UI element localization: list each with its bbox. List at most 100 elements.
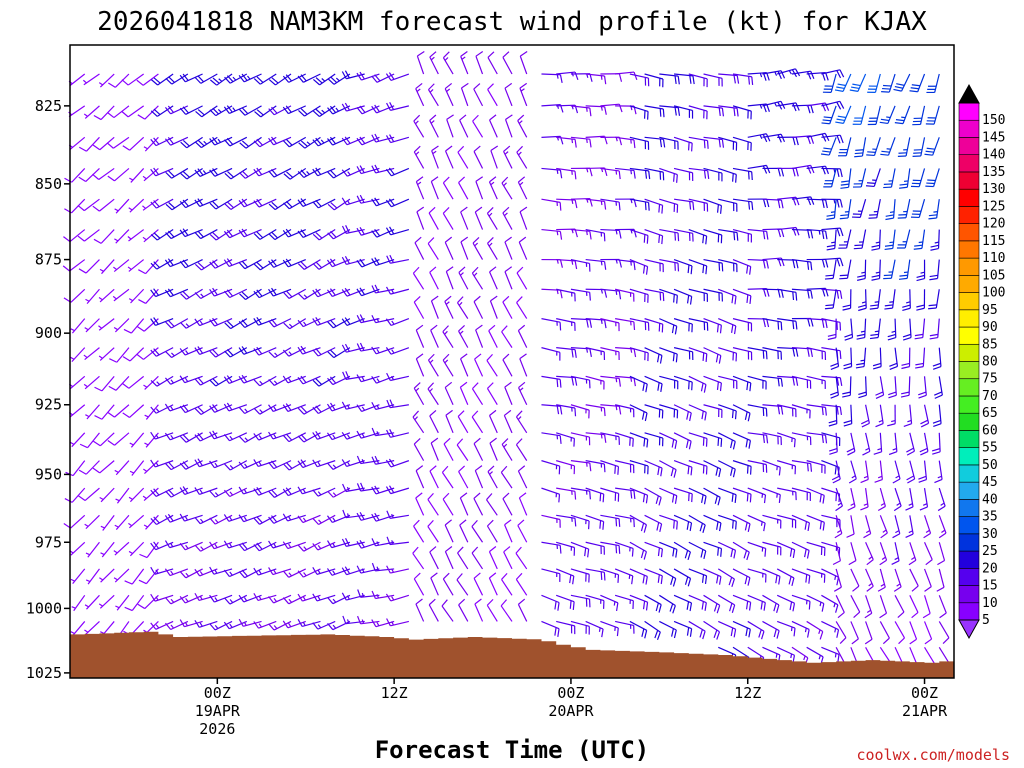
wind-barb (385, 286, 410, 295)
wind-barb (718, 541, 737, 559)
colorbar-label: 75 (982, 372, 998, 387)
wind-barb (762, 404, 784, 415)
wind-barb (644, 136, 666, 148)
wind-barb (884, 289, 896, 310)
wind-barb (600, 620, 619, 637)
colorbar-swatch (958, 481, 980, 500)
wind-barb (852, 168, 867, 188)
wind-barb (486, 353, 498, 377)
wind-barb (834, 515, 843, 539)
wind-barb (732, 487, 752, 503)
wind-barb (415, 465, 425, 489)
wind-barb (659, 318, 678, 335)
wind-barb (659, 375, 679, 390)
wind-barb (427, 353, 439, 377)
colorbar-label: 20 (982, 561, 998, 576)
wind-barb (77, 229, 100, 242)
wind-barb (121, 105, 145, 118)
wind-barb (179, 568, 203, 579)
wind-barb (209, 136, 233, 146)
wind-barb (223, 487, 248, 498)
terrain-layer (70, 631, 954, 678)
wind-barb (356, 226, 380, 236)
wind-barb (732, 318, 753, 332)
wind-barb (585, 487, 605, 503)
wind-barb (238, 105, 262, 116)
wind-barb (150, 167, 174, 177)
wind-barb (832, 542, 842, 566)
wind-barb (312, 375, 336, 387)
wind-barb (312, 198, 336, 209)
wind-barb (806, 258, 829, 268)
wind-barb (821, 288, 843, 299)
wind-barb (253, 620, 277, 629)
wind-barb (644, 105, 665, 118)
wind-barb (165, 318, 189, 329)
wind-barb (209, 430, 233, 440)
wind-barb (718, 228, 739, 241)
wind-barb (371, 512, 395, 522)
colorbar-label: 120 (982, 217, 1005, 232)
wind-barb (224, 594, 248, 605)
colorbar-swatch (958, 412, 980, 431)
wind-barb (458, 465, 469, 489)
wind-barb (732, 568, 751, 586)
wind-barb (312, 620, 336, 630)
wind-barb (732, 259, 752, 275)
wind-barb (556, 620, 576, 635)
wind-barb (297, 198, 321, 207)
wind-barb (864, 621, 873, 645)
wind-barb (762, 568, 781, 585)
wind-barb (555, 568, 575, 585)
wind-barb (556, 318, 576, 331)
wind-barb (356, 342, 380, 352)
wind-barb (541, 404, 563, 415)
wind-barb (123, 318, 145, 334)
wind-barb (873, 432, 883, 455)
wind-barb (791, 404, 811, 419)
wind-barb (541, 288, 563, 299)
wind-barb (298, 136, 321, 149)
wind-barb (673, 568, 692, 587)
wind-barb (239, 288, 262, 301)
wind-barb (428, 598, 439, 622)
wind-barb (341, 317, 365, 327)
wind-barb (718, 487, 737, 504)
wind-barb (644, 541, 663, 558)
wind-barb (416, 51, 425, 75)
wind-barb (356, 136, 380, 146)
wind-barb (82, 73, 100, 86)
wind-barb (371, 590, 395, 600)
wind-barb (486, 207, 498, 230)
wind-barb (556, 136, 577, 148)
wind-barb (121, 73, 145, 86)
wind-barb (113, 259, 130, 273)
colorbar-label: 115 (982, 234, 1005, 249)
wind-barb (94, 404, 115, 420)
wind-barb (501, 325, 513, 348)
y-tick-label: 875 (35, 251, 62, 269)
wind-barb (99, 259, 115, 275)
wind-barb (732, 347, 753, 361)
x-tick-label: 20APR (548, 702, 594, 720)
wind-barb (114, 198, 130, 214)
wind-barb (673, 259, 693, 275)
wind-barb (884, 229, 896, 251)
wind-barb (861, 404, 870, 428)
wind-barb (688, 318, 709, 331)
wind-barb (371, 346, 395, 355)
wind-barb (570, 167, 593, 177)
wind-barb (791, 258, 813, 271)
y-axis: 825 850 875 900 925 950 975 1000 1025 (26, 97, 70, 682)
wind-barb (223, 288, 248, 299)
wind-barb (386, 399, 409, 409)
wind-barb (854, 137, 867, 158)
wind-barb (629, 460, 649, 475)
wind-barb (297, 618, 321, 628)
colorbar-swatch (958, 343, 980, 362)
wind-barb (688, 167, 710, 179)
wind-barb (516, 296, 528, 319)
wind-barb (615, 71, 638, 81)
wind-barb (629, 136, 650, 150)
wind-barb (327, 347, 351, 359)
